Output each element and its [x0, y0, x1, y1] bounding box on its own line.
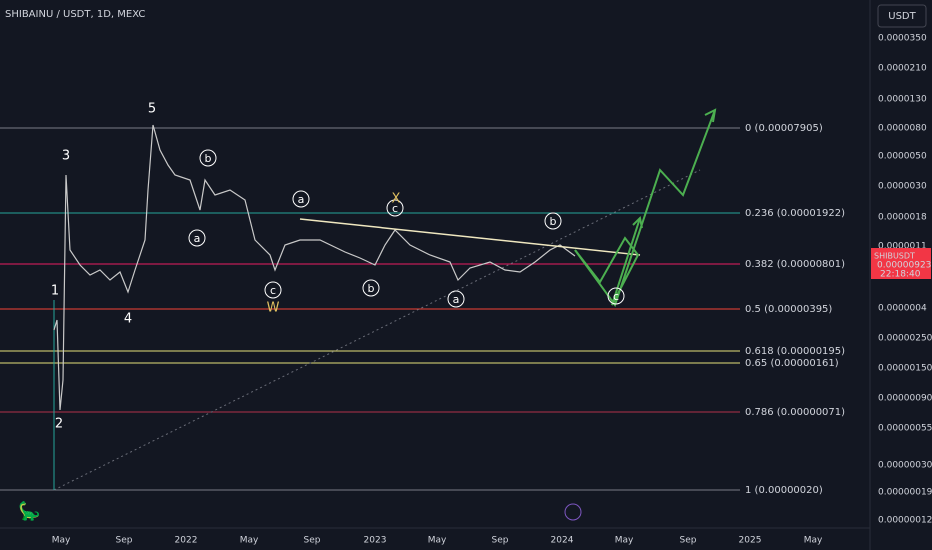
fib-label: 0 (0.00007905): [745, 123, 823, 134]
wave-label: b: [550, 215, 557, 228]
price-label: 0.00000150: [878, 364, 932, 374]
wave-circle: [544, 212, 562, 230]
arrow-head: [632, 215, 643, 229]
wave-label: c: [392, 202, 398, 215]
projection: [574, 217, 641, 306]
price-label: 0.0000004: [878, 304, 927, 314]
wave-circle: [292, 190, 310, 208]
event-icon[interactable]: [564, 503, 582, 521]
tag-countdown: 22:18:40: [880, 270, 921, 280]
price-label: 0.00000019: [878, 488, 932, 498]
fib-label: 0.382 (0.00000801): [745, 259, 845, 270]
time-label: 2024: [551, 536, 574, 546]
time-label: 2022: [175, 536, 198, 546]
fib-label: 0.5 (0.00000395): [745, 304, 832, 315]
wave-circle: [386, 199, 404, 217]
wave-label: 5: [148, 102, 156, 117]
price-label: 0.00000090: [878, 394, 932, 404]
wave-label: b: [205, 152, 212, 165]
wave-label: c: [270, 284, 276, 297]
wave-label: b: [368, 282, 375, 295]
logo: 🦕: [18, 500, 40, 522]
wave-label: 3: [62, 149, 70, 164]
projection: [574, 109, 716, 308]
price-label: 0.00000250: [878, 334, 932, 344]
wave-label: a: [194, 232, 201, 245]
wave-label: 4: [124, 312, 132, 327]
price-tag: [871, 248, 931, 279]
time-label: 2023: [364, 536, 387, 546]
price-label: 0.0000030: [878, 182, 927, 192]
price-label: 0.0000018: [878, 213, 927, 223]
price-label: 0.00000055: [878, 424, 932, 434]
tag-symbol: SHIBUSDT: [874, 252, 915, 261]
tag-price: 0.00000923: [877, 261, 931, 271]
time-label: Sep: [304, 536, 321, 546]
price-line: [53, 124, 576, 411]
time-label: Sep: [116, 536, 133, 546]
price-label: 0.00000012: [878, 516, 932, 526]
fib-label: 0.618 (0.00000195): [745, 346, 845, 357]
fib-label: 0.786 (0.00000071): [745, 407, 845, 418]
time-label: May: [615, 536, 634, 546]
time-label: May: [804, 536, 823, 546]
time-label: Sep: [492, 536, 509, 546]
price-label: 0.0000350: [878, 34, 927, 44]
wave-circle: [607, 287, 625, 305]
price-label: 0.0000130: [878, 95, 927, 105]
price-label: 0.0000080: [878, 124, 927, 134]
wave-label: c: [613, 290, 619, 303]
time-label: May: [428, 536, 447, 546]
wave-circle: [188, 229, 206, 247]
currency[interactable]: USDT: [888, 11, 916, 22]
time-label: May: [52, 536, 71, 546]
chart-title: SHIBAINU / USDT, 1D, MEXC: [5, 9, 145, 20]
time-label: 2025: [739, 536, 762, 546]
price-label: 0.0000050: [878, 152, 927, 162]
wave-circle: [362, 279, 380, 297]
time-label: May: [240, 536, 259, 546]
trend-dotted: [53, 169, 701, 491]
wave-circle: [447, 290, 465, 308]
price-label: 0.0000210: [878, 64, 927, 74]
price-label: 0.00000030: [878, 461, 932, 471]
wave-circle: [264, 281, 282, 299]
time-label: Sep: [680, 536, 697, 546]
wave-label: X: [392, 192, 401, 207]
wave-label: a: [298, 193, 305, 206]
wave-circle: [199, 149, 217, 167]
wave-label: 1: [51, 284, 59, 299]
arrow-head: [704, 108, 717, 123]
trend-line: [299, 218, 641, 256]
wave-label: W: [267, 301, 280, 316]
currency-button[interactable]: [877, 4, 927, 28]
fib-label: 0.236 (0.00001922): [745, 208, 845, 219]
wave-label: 2: [55, 417, 63, 432]
wave-label: a: [453, 293, 460, 306]
fib-label: 1 (0.00000020): [745, 485, 823, 496]
fib-label: 0.65 (0.00000161): [745, 358, 839, 369]
price-label: 0.0000011: [878, 242, 927, 252]
